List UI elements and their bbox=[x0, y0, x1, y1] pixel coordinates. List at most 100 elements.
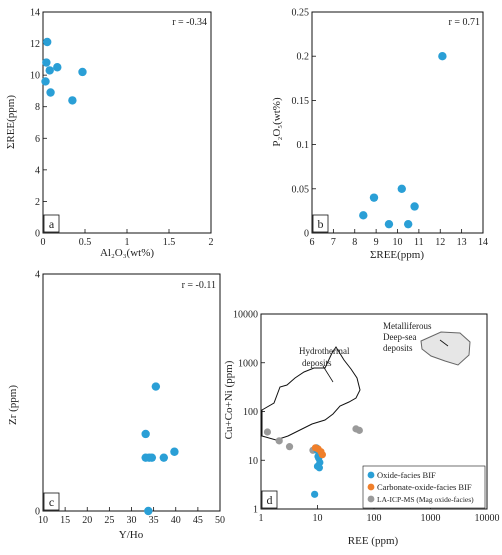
panel-a-ylabel: ΣREE(ppm) bbox=[5, 95, 17, 149]
panel-d-point-laicpms bbox=[355, 426, 363, 434]
panel-c-xlabel: Y/Ho bbox=[119, 529, 144, 541]
legend-marker-laicpms bbox=[367, 495, 375, 503]
panel-b-ytick-label: 0.2 bbox=[297, 52, 310, 63]
panel-b-point bbox=[438, 52, 447, 61]
panel-c-xtick-label: 10 bbox=[38, 515, 48, 526]
panel-b-ytick-label: 0.05 bbox=[292, 184, 310, 195]
panel-a: 0 0.5 1 1.5 2 0 2 4 6 8 10 12 14 r = -0.34 a Al₂O₃(w… bbox=[5, 8, 214, 260]
panel-c-corner-box bbox=[43, 492, 60, 511]
panel-b-ytick-label: 0.15 bbox=[292, 96, 310, 107]
panel-c-ylabel: Zr (ppm) bbox=[7, 385, 19, 425]
panel-d-xtick-label: 1000 bbox=[421, 513, 441, 524]
metalliferous-region bbox=[420, 331, 471, 366]
panel-b-corner-label: b bbox=[318, 217, 324, 231]
panel-b-ytick-label: 0.25 bbox=[292, 8, 310, 19]
panel-d-point-laicpms bbox=[263, 428, 272, 436]
panel-b-xtick-label: 8 bbox=[352, 237, 357, 248]
panel-c-xtick-label: 20 bbox=[82, 515, 92, 526]
panel-b-xtick-label: 6 bbox=[310, 237, 315, 248]
panel-a-point bbox=[45, 66, 54, 75]
hydrothermal-region bbox=[261, 346, 361, 441]
panel-d-xtick-label: 1 bbox=[259, 513, 264, 524]
panel-d-xtick-label: 100 bbox=[367, 513, 382, 524]
panel-b-xlabel: ΣREE(ppm) bbox=[370, 249, 424, 261]
panel-a-ytick-label: 14 bbox=[30, 8, 40, 19]
hydrothermal-pointer bbox=[322, 365, 334, 383]
panel-d-ytick-label: 1 bbox=[253, 505, 258, 516]
metalliferous-pointer bbox=[439, 339, 449, 347]
panel-a-point bbox=[46, 88, 55, 97]
panel-c-xtick-label: 45 bbox=[193, 515, 203, 526]
panel-a-xtick-label: 0 bbox=[41, 237, 46, 248]
panel-a-xtick-label: 0.5 bbox=[79, 237, 92, 248]
panel-b-point bbox=[397, 184, 406, 193]
panel-d-ytick-label: 10000 bbox=[233, 310, 258, 321]
panel-d-point-carbonate bbox=[318, 451, 326, 459]
metalliferous-label-line2: Deep-sea bbox=[383, 332, 416, 342]
panel-c-ytick-label: 4 bbox=[35, 270, 40, 281]
panel-a-xlabel: Al₂O₃(wt%) bbox=[100, 247, 154, 259]
legend-label-laicpms: LA-ICP-MS (Mag oxide-facies) bbox=[377, 495, 474, 504]
panel-d-ytick-label: 10 bbox=[248, 456, 258, 467]
panel-c-frame bbox=[42, 273, 221, 512]
metalliferous-label-line3: deposits bbox=[383, 343, 413, 353]
panel-c-r-label: r = -0.11 bbox=[182, 280, 216, 291]
panel-b-xtick-label: 14 bbox=[478, 237, 488, 248]
panel-a-ytick-label: 2 bbox=[35, 197, 40, 208]
panel-b-ylabel: P₂O₅(wt%) bbox=[271, 97, 283, 147]
panel-d-xtick-label: 10000 bbox=[475, 513, 500, 524]
panel-a-point bbox=[43, 37, 52, 47]
panel-b-xtick-label: 10 bbox=[393, 237, 403, 248]
panel-b-point bbox=[403, 219, 413, 229]
panel-d-ytick-label: 100 bbox=[243, 407, 258, 418]
panel-c-point bbox=[159, 453, 169, 462]
panel-d-xlabel: REE (ppm) bbox=[348, 535, 399, 547]
hydrothermal-label-line1: Hydrothermal bbox=[299, 346, 350, 356]
panel-a-point bbox=[78, 67, 87, 77]
panel-c-corner-label: c bbox=[49, 495, 54, 509]
panel-c-xtick-label: 25 bbox=[104, 515, 114, 526]
panel-d-point-oxide bbox=[311, 490, 319, 498]
panel-a-corner-box bbox=[43, 214, 60, 233]
panel-a-ytick-label: 4 bbox=[35, 165, 40, 176]
panel-b-corner-box bbox=[312, 214, 329, 233]
panel-b-xtick-label: 7 bbox=[331, 237, 336, 248]
panel-a-xtick-label: 1.5 bbox=[163, 237, 176, 248]
panel-a-point bbox=[68, 96, 77, 105]
panel-a-ytick-label: 8 bbox=[35, 102, 40, 113]
legend-marker-carbonate bbox=[367, 483, 375, 491]
panel-b: 6 7 8 9 10 11 12 13 14 0 0.05 0.1 0.15 0.2 0.25 r = 0.… bbox=[271, 8, 488, 262]
panel-d: 1 10 100 1000 10000 1 10 100 1000 10000 Hydrother… bbox=[223, 310, 500, 548]
panel-b-point bbox=[359, 211, 368, 220]
legend-box bbox=[362, 465, 486, 509]
panel-b-frame bbox=[311, 11, 484, 234]
panel-b-ytick-label: 0.1 bbox=[297, 140, 310, 151]
panel-a-frame bbox=[42, 11, 212, 234]
panel-c-ytick-label: 0 bbox=[35, 507, 40, 518]
panel-d-point-laicpms bbox=[275, 437, 283, 445]
panel-b-xtick-label: 13 bbox=[457, 237, 467, 248]
hydrothermal-label-line2: deposits bbox=[302, 358, 332, 368]
panel-c-xtick-label: 15 bbox=[60, 515, 70, 526]
panel-c-point bbox=[170, 447, 179, 456]
panel-c-xtick-label: 35 bbox=[149, 515, 159, 526]
legend-marker-oxide bbox=[367, 471, 375, 479]
panel-c-point bbox=[151, 382, 161, 391]
panel-c-point bbox=[144, 506, 153, 516]
panel-a-point bbox=[41, 77, 50, 86]
panel-a-ytick-label: 6 bbox=[35, 134, 40, 145]
panel-b-xtick-label: 12 bbox=[435, 237, 445, 248]
panel-b-r-label: r = 0.71 bbox=[449, 17, 480, 28]
panel-c: 10 15 20 25 30 35 40 45 50 0 4 r = -0.11 c Y/Ho Zr… bbox=[7, 270, 225, 542]
panel-a-r-label: r = -0.34 bbox=[172, 17, 207, 28]
metalliferous-label-line1: Metalliferous bbox=[383, 321, 432, 331]
panel-a-point bbox=[53, 63, 62, 72]
panel-a-point bbox=[42, 58, 51, 67]
panel-d-corner-label: d bbox=[267, 493, 273, 507]
panel-b-ytick-label: 0 bbox=[304, 229, 309, 240]
panel-a-ytick-label: 0 bbox=[35, 229, 40, 240]
panel-c-xtick-label: 40 bbox=[171, 515, 181, 526]
panel-c-xtick-label: 50 bbox=[215, 515, 225, 526]
panel-d-point-oxide bbox=[315, 464, 323, 472]
